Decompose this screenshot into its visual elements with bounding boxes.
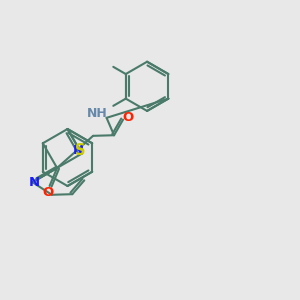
Text: N: N [28, 176, 39, 189]
Text: S: S [75, 143, 85, 158]
Text: O: O [42, 186, 54, 199]
Text: O: O [122, 111, 134, 124]
Text: N: N [73, 144, 84, 157]
Text: NH: NH [87, 106, 108, 119]
